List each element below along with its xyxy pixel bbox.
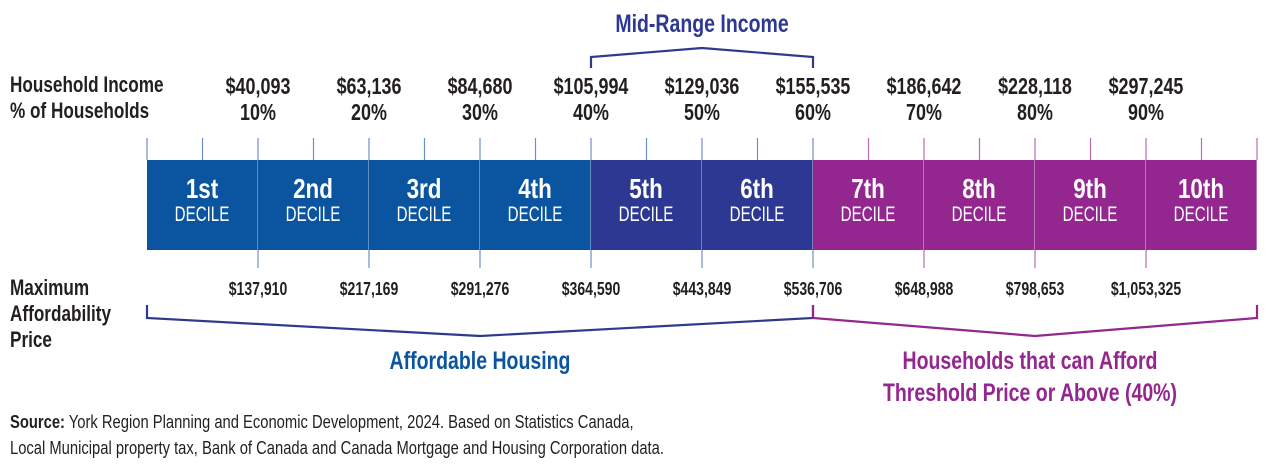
income-value: $129,036	[664, 73, 740, 99]
mid-range-bracket	[589, 46, 815, 68]
income-value: $63,136	[336, 73, 402, 99]
above-threshold-bracket	[811, 305, 1259, 338]
decile-word: DECILE	[618, 203, 674, 226]
decile-ordinal: 8th	[962, 173, 996, 204]
decile-word: DECILE	[1173, 203, 1229, 226]
source-line1: Source: York Region Planning and Economi…	[10, 409, 634, 435]
income-value: $40,093	[225, 73, 291, 99]
affordable-bracket	[145, 305, 815, 338]
decile-word: DECILE	[1062, 203, 1118, 226]
price-value: $798,653	[1005, 279, 1065, 299]
decile-segment: 5th DECILE	[591, 160, 702, 250]
decile-ordinal: 2nd	[293, 173, 333, 204]
percent-value: 40%	[573, 99, 609, 125]
decile-ordinal: 7th	[851, 173, 885, 204]
percent-value: 20%	[351, 99, 387, 125]
decile-ordinal: 9th	[1073, 173, 1107, 204]
source-line2: Local Municipal property tax, Bank of Ca…	[10, 438, 664, 458]
percent-value: 90%	[1128, 99, 1164, 125]
income-value: $228,118	[998, 73, 1072, 99]
price-value: $1,053,325	[1110, 279, 1182, 299]
price-value: $217,169	[339, 279, 399, 299]
income-value: $105,994	[553, 73, 629, 99]
decile-ordinal: 10th	[1177, 173, 1225, 204]
price-value: $291,276	[450, 279, 510, 299]
above-threshold-label-line2: Threshold Price or Above (40%)	[882, 379, 1178, 407]
price-label-line2: Affordability	[10, 301, 112, 326]
decile-segment: 3rd DECILE	[369, 160, 480, 250]
decile-segment: 6th DECILE	[702, 160, 813, 250]
above-threshold-label-line1: Households that can Afford	[902, 347, 1158, 375]
percent-value: 10%	[240, 99, 276, 125]
price-value: $364,590	[561, 279, 621, 299]
household-income-label: Household Income	[10, 72, 164, 97]
decile-segment: 9th DECILE	[1035, 160, 1146, 250]
decile-segment: 8th DECILE	[924, 160, 1035, 250]
price-value: $536,706	[783, 279, 843, 299]
price-value: $648,988	[894, 279, 954, 299]
decile-segment: 4th DECILE	[480, 160, 591, 250]
source-prefix: Source:	[10, 412, 65, 432]
percent-value: 60%	[795, 99, 831, 125]
price-label-line3: Price	[10, 327, 52, 352]
income-value: $84,680	[447, 73, 513, 99]
income-value: $297,245	[1108, 73, 1184, 99]
percent-value: 50%	[684, 99, 720, 125]
price-label-line1: Maximum	[10, 275, 90, 300]
mid-range-income-label: Mid-Range Income	[615, 10, 789, 38]
decile-segment: 2nd DECILE	[258, 160, 369, 250]
percent-households-label: % of Households	[10, 98, 150, 123]
decile-ordinal: 6th	[740, 173, 774, 204]
income-value: $186,642	[886, 73, 962, 99]
decile-word: DECILE	[951, 203, 1007, 226]
decile-ordinal: 4th	[518, 173, 552, 204]
decile-word: DECILE	[285, 203, 341, 226]
price-value: $443,849	[672, 279, 732, 299]
decile-segment: 7th DECILE	[813, 160, 924, 250]
decile-ordinal: 1st	[185, 173, 219, 204]
affordable-housing-label: Affordable Housing	[389, 347, 571, 375]
income-value: $155,535	[775, 73, 851, 99]
decile-ordinal: 5th	[629, 173, 663, 204]
decile-word: DECILE	[396, 203, 452, 226]
decile-ordinal: 3rd	[406, 173, 442, 204]
decile-word: DECILE	[507, 203, 563, 226]
percent-value: 30%	[462, 99, 498, 125]
price-value: $137,910	[228, 279, 288, 299]
percent-value: 80%	[1017, 99, 1053, 125]
decile-segment: 10th DECILE	[1146, 160, 1257, 250]
decile-word: DECILE	[729, 203, 785, 226]
decile-segment: 1st DECILE	[147, 160, 258, 250]
decile-word: DECILE	[840, 203, 896, 226]
source-text: York Region Planning and Economic Develo…	[64, 412, 634, 432]
percent-value: 70%	[906, 99, 942, 125]
decile-word: DECILE	[174, 203, 230, 226]
